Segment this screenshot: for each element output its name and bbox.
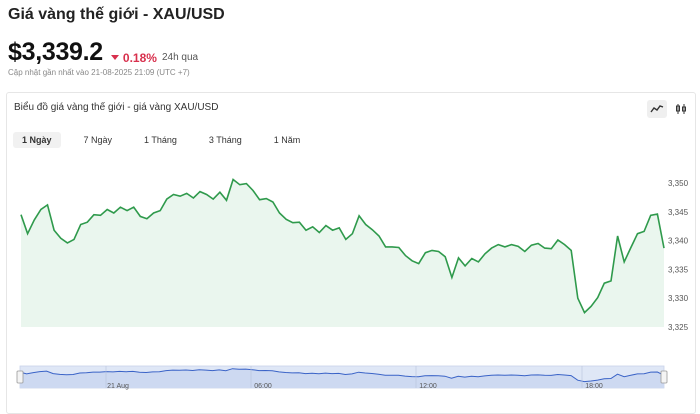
y-tick-label: 3,350	[668, 179, 689, 188]
candlestick-icon	[676, 104, 686, 114]
navigator-line	[19, 368, 665, 383]
navigator-handle-left[interactable]	[16, 370, 24, 384]
tab-7-days[interactable]: 7 Ngày	[83, 135, 113, 145]
y-tick-label: 3,335	[668, 265, 689, 274]
chart-title: Biểu đồ giá vàng thế giới - giá vàng XAU…	[14, 102, 219, 113]
tab-1-day[interactable]: 1 Ngày	[13, 132, 61, 148]
price-row: $3,339.2 0.18% 24h qua	[8, 38, 198, 67]
price-change: 0.18%	[110, 50, 157, 65]
price-line	[20, 178, 665, 314]
navigator-tick-label: 18:00	[585, 383, 603, 390]
navigator-handle-right[interactable]	[660, 370, 668, 384]
navigator-area	[20, 368, 664, 388]
line-chart-button[interactable]	[647, 100, 667, 118]
candlestick-button[interactable]	[671, 100, 691, 118]
tab-1-year[interactable]: 1 Năm	[273, 135, 301, 145]
navigator-tick-label: 12:00	[419, 383, 437, 390]
chart-type-toggle	[647, 100, 691, 118]
down-arrow-icon	[110, 55, 119, 60]
navigator-x-axis: 21 Aug 06:00 12:00 18:00	[105, 366, 603, 390]
navigator-tick-label: 06:00	[254, 383, 272, 390]
current-price: $3,339.2	[8, 38, 103, 66]
y-tick-label: 3,345	[668, 208, 689, 217]
tab-3-months[interactable]: 3 Tháng	[208, 135, 242, 145]
line-chart-icon	[650, 105, 664, 113]
price-chart: 3,350 3,345 3,340 3,335 3,330 3,325 21 Aug 06:…	[16, 178, 689, 390]
last-updated: Cập nhật gần nhất vào 21-08-2025 21:09 (…	[8, 68, 190, 77]
y-tick-label: 3,325	[668, 323, 689, 332]
price-change-percent: 0.18%	[122, 50, 157, 65]
y-tick-label: 3,330	[668, 294, 689, 303]
y-axis: 3,350 3,345 3,340 3,335 3,330 3,325	[668, 179, 689, 332]
tab-1-month[interactable]: 1 Tháng	[144, 135, 177, 145]
price-area	[21, 179, 664, 327]
page-title: Giá vàng thế giới - XAU/USD	[8, 6, 225, 23]
y-tick-label: 3,340	[668, 237, 689, 246]
navigator-tick-label: 21 Aug	[107, 383, 129, 390]
change-period: 24h qua	[161, 52, 199, 63]
range-navigator[interactable]: 21 Aug 06:00 12:00 18:00	[16, 365, 668, 390]
range-tabs: 1 Ngày 7 Ngày 1 Tháng 3 Tháng 1 Năm	[13, 132, 323, 148]
